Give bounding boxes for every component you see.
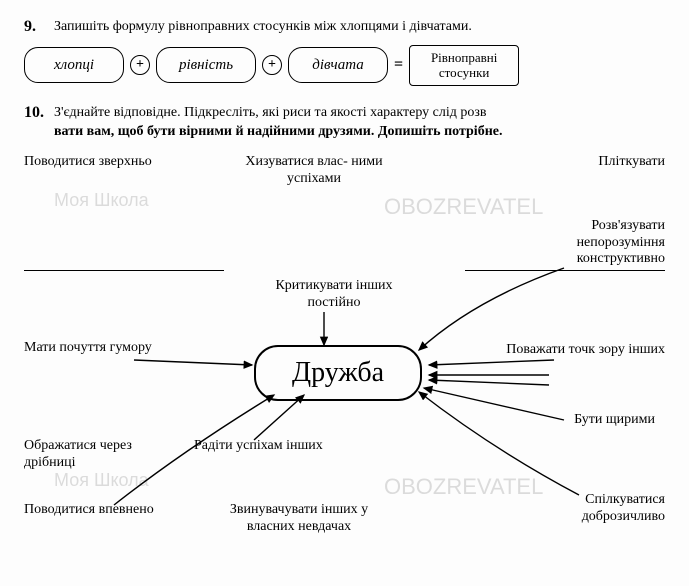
result-line-1: Рівноправні [420, 50, 508, 66]
center-node: Дружба [254, 345, 422, 401]
result-line-2: стосунки [420, 65, 508, 81]
q10-number: 10. [24, 104, 46, 142]
node-respect: Поважати точк зору інших [506, 342, 665, 359]
node-gossip: Пліткувати [598, 154, 665, 171]
q10-text: З'єднайте відповідне. Підкресліть, які р… [54, 104, 502, 142]
q9-formula: хлопці + рівність + дівчата = Рівноправн… [24, 45, 665, 86]
q10-text-line-1: З'єднайте відповідне. Підкресліть, які р… [54, 105, 487, 120]
plus-1: + [130, 55, 150, 75]
formula-box-2: рівність [156, 47, 256, 83]
node-blame: Звинувачувати інших у власних невдачах [219, 502, 379, 536]
question-10: 10. З'єднайте відповідне. Підкресліть, я… [24, 104, 665, 142]
watermark: Моя Школа [54, 470, 149, 491]
q10-text-line-2: вати вам, щоб бути вірними й надійними д… [54, 124, 502, 139]
blank-line-right [465, 270, 665, 271]
node-resolve: Розв'язувати непорозуміння конструктивно [505, 218, 665, 268]
mindmap-stage: Моя Школа OBOZREVATEL Моя Школа OBOZREVA… [24, 150, 665, 550]
equals-sign: = [394, 56, 403, 74]
q9-text: Запишіть формулу рівноправних стосунків … [54, 18, 472, 37]
formula-result: Рівноправні стосунки [409, 45, 519, 86]
node-behave-arrogantly: Поводитися зверхньо [24, 154, 152, 171]
node-criticize: Критикувати інших постійно [254, 278, 414, 312]
blank-line-left [24, 270, 224, 271]
node-offended: Ображатися через дрібниці [24, 438, 184, 472]
formula-box-1: хлопці [24, 47, 124, 83]
watermark: Моя Школа [54, 190, 149, 211]
watermark: OBOZREVATEL [384, 194, 543, 220]
question-9: 9. Запишіть формулу рівноправних стосунк… [24, 18, 665, 37]
q9-number: 9. [24, 18, 46, 37]
node-confident: Поводитися впевнено [24, 502, 154, 519]
node-boast: Хизуватися влас- ними успіхами [234, 154, 394, 188]
node-humor: Мати почуття гумору [24, 340, 152, 357]
formula-box-3: дівчата [288, 47, 388, 83]
node-sincere: Бути щирими [574, 412, 655, 429]
node-rejoice: Радіти успіхам інших [194, 438, 323, 455]
node-friendly: Спілкуватися доброзичливо [505, 492, 665, 526]
plus-2: + [262, 55, 282, 75]
